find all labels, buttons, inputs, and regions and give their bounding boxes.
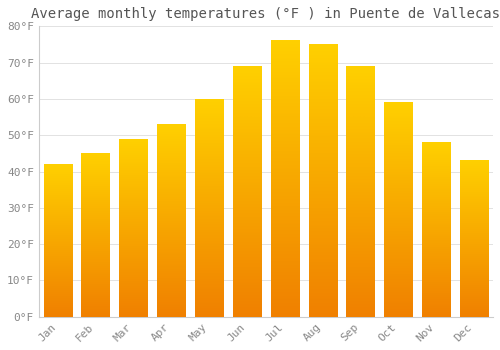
Title: Average monthly temperatures (°F ) in Puente de Vallecas: Average monthly temperatures (°F ) in Pu… [32,7,500,21]
